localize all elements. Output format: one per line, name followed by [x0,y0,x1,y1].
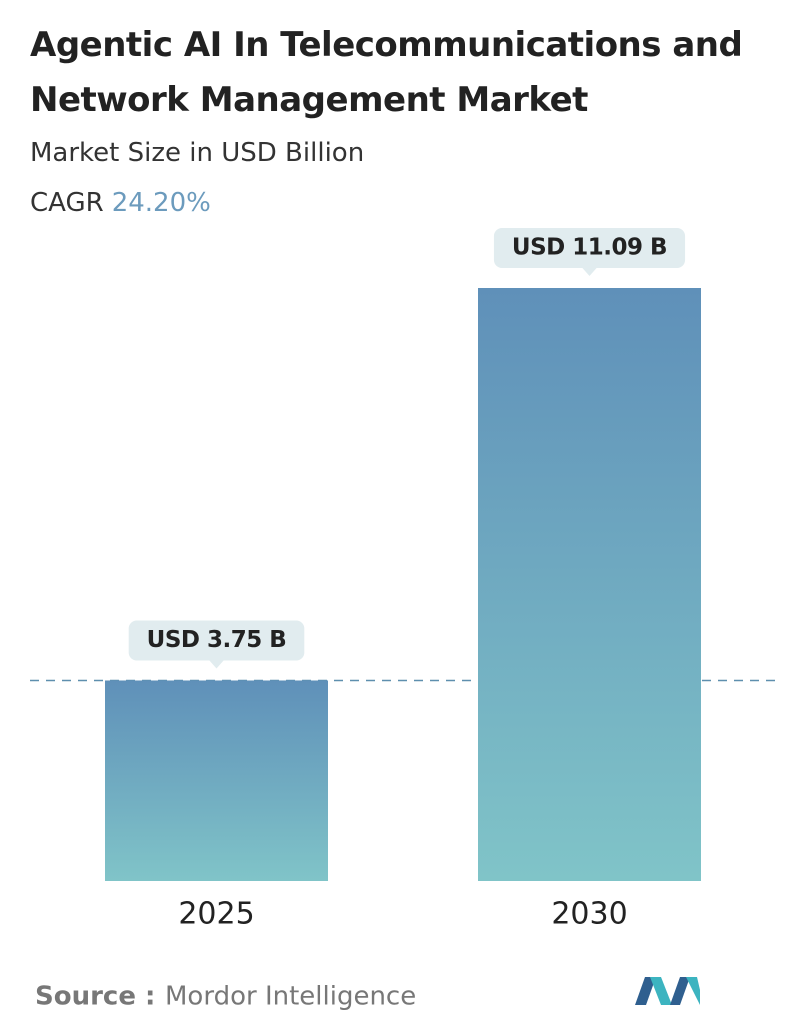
logo [635,977,700,1005]
cagr: CAGR 24.20% [30,188,211,218]
chart-title: Agentic AI In Telecommunications and Net… [30,25,743,120]
x-tick-label: 2030 [551,897,627,932]
bar [478,288,701,881]
cagr-label: CAGR [30,188,104,218]
source-label: Source : [35,982,155,1012]
subtitle: Market Size in USD Billion [30,138,365,168]
value-label-bubble: USD 3.75 B [128,620,305,669]
bubble [493,228,686,268]
source: Mordor Intelligence [165,982,416,1012]
value-label: USD 11.09 B [512,235,667,261]
bar [105,680,328,881]
value-label: USD 3.75 B [147,627,287,653]
value-label-bubble: USD 11.09 B [493,228,686,276]
x-tick-label: 2025 [178,897,254,932]
cagr-value: 24.20% [111,188,211,218]
bubble-pointer [208,659,225,669]
bubble-pointer [581,267,598,276]
bubble [128,620,305,661]
